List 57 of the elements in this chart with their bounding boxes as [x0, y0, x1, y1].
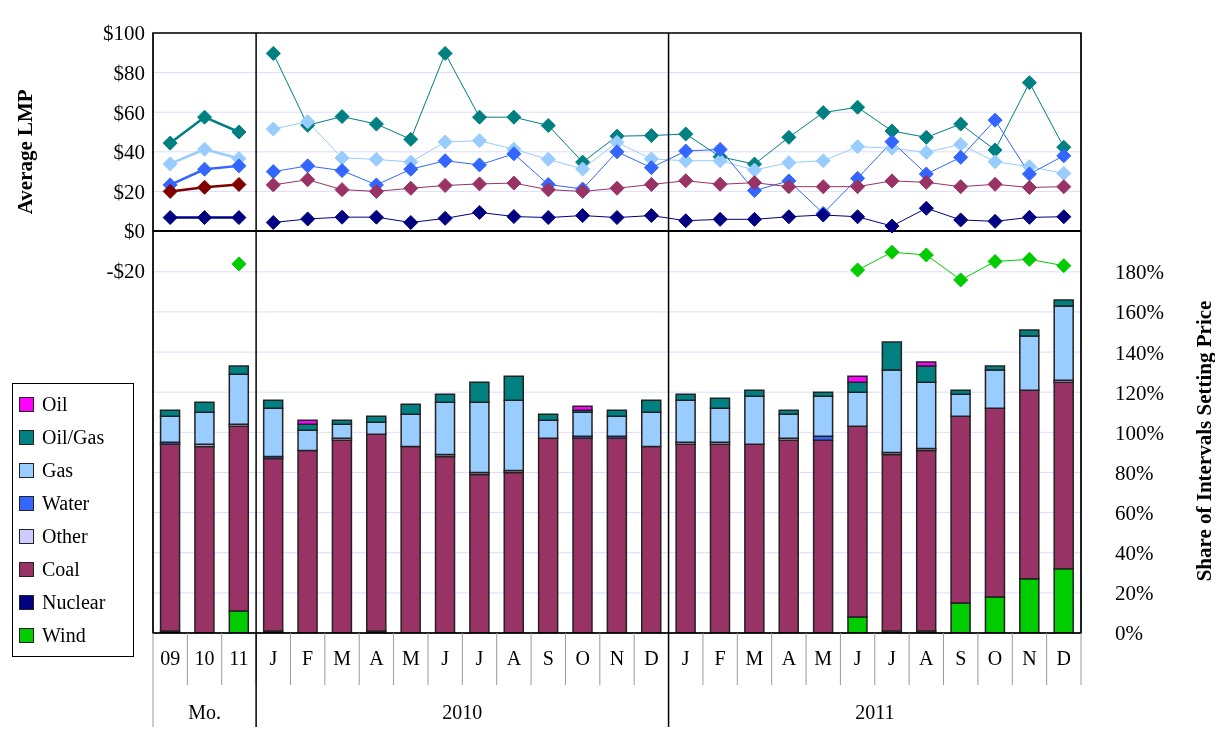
x-tick-label: A — [919, 647, 935, 669]
y2-tick-label: 120% — [1115, 380, 1164, 405]
x-tick-label: A — [781, 647, 797, 669]
y2-tick-label: 40% — [1115, 541, 1154, 566]
text: 2011 — [855, 701, 895, 723]
x-tick-label: A — [369, 647, 385, 669]
x-tick-label: J — [853, 647, 862, 669]
x-tick-label: J — [681, 647, 690, 669]
x-tick-label: O — [575, 647, 590, 669]
x-tick-label: M — [401, 647, 420, 669]
x-tick-label: J — [475, 647, 484, 669]
x-tick-label: S — [542, 647, 554, 669]
x-tick-label: F — [302, 647, 314, 669]
legend-label: Oil — [42, 393, 68, 416]
y2-tick-label: 0% — [1115, 621, 1143, 646]
y2-tick-label: 180% — [1115, 260, 1164, 285]
y-tick-label: -$20 — [106, 259, 145, 284]
y-tick-label: $100 — [103, 21, 145, 46]
legend-label: Gas — [42, 459, 74, 482]
x-tick-label: N — [609, 647, 625, 669]
y-tick-label: $60 — [113, 100, 145, 125]
x-tick-label: 09 — [160, 647, 181, 669]
legend-label: Nuclear — [42, 591, 106, 614]
x-tick-label: M — [745, 647, 764, 669]
y2-axis-title: Share of Intervals Setting Price — [1192, 300, 1216, 582]
y2-tick-label: 140% — [1115, 340, 1164, 365]
x-tick-label: S — [955, 647, 967, 669]
x-tick-label: D — [644, 647, 659, 669]
y2-tick-label: 20% — [1115, 581, 1154, 606]
x-tick-label: 11 — [229, 647, 249, 669]
legend-label: Other — [42, 525, 88, 548]
y-tick-label: $0 — [124, 219, 145, 244]
x-tick-label: M — [814, 647, 833, 669]
legend-label: Water — [42, 492, 90, 515]
x-tick-label: F — [714, 647, 726, 669]
y2-tick-label: 60% — [1115, 501, 1154, 526]
text: Mo. — [188, 701, 221, 723]
y2-tick-label: 100% — [1115, 420, 1164, 445]
x-tick-label: D — [1056, 647, 1072, 669]
y-axis-title: Average LMP — [13, 89, 37, 215]
x-tick-label: M — [333, 647, 352, 669]
x-tick-label: A — [506, 647, 522, 669]
text: 2010 — [442, 701, 483, 723]
legend-label: Coal — [42, 558, 80, 581]
x-tick-label: N — [1022, 647, 1037, 669]
legend-label: Oil/Gas — [42, 426, 105, 449]
y-tick-label: $80 — [113, 61, 145, 86]
x-tick-label: J — [441, 647, 450, 669]
x-tick-label: 10 — [194, 647, 215, 669]
x-tick-label: J — [269, 647, 278, 669]
y-tick-label: $40 — [113, 140, 145, 165]
x-tick-label: O — [987, 647, 1003, 669]
y2-tick-label: 160% — [1115, 300, 1164, 325]
legend-label: Wind — [42, 624, 86, 647]
y2-tick-label: 80% — [1115, 460, 1154, 485]
y-tick-label: $20 — [113, 179, 145, 204]
x-tick-label: J — [888, 647, 897, 669]
